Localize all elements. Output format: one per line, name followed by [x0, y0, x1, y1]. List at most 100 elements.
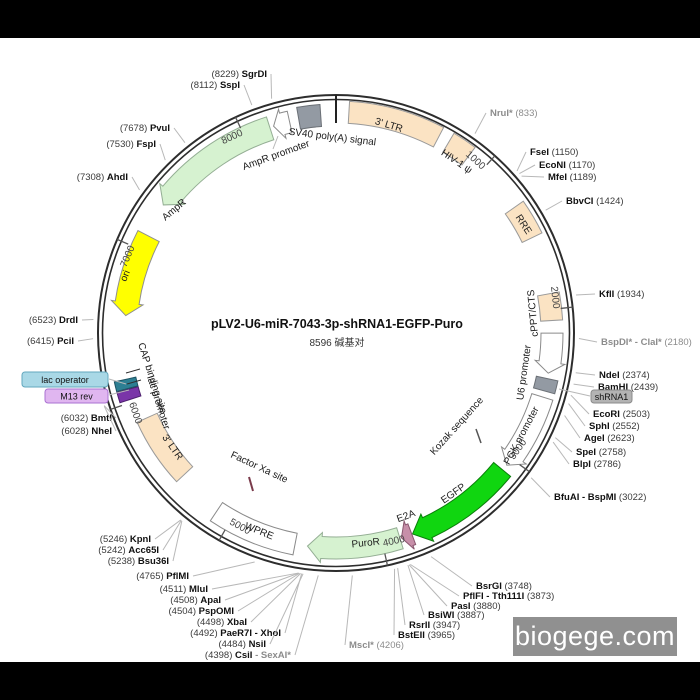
site-label-kpni: (5246) KpnI: [100, 534, 151, 545]
ampr-promoter-leader: [272, 135, 279, 150]
label-e2a: E2A: [395, 508, 417, 525]
site-label-bsteii: BstEII (3965): [398, 630, 455, 641]
tick-label-2000: 2000: [548, 286, 561, 310]
leader-bbvci: [545, 200, 563, 211]
label-cap-binding-site: CAP binding site: [135, 342, 168, 416]
kozak-tick: [475, 428, 482, 444]
leader-mfei: [521, 175, 545, 178]
feature-three-ltr-left: [136, 412, 194, 483]
feature-hiv1-psi: [442, 132, 476, 166]
site-label-pasi: PasI (3880): [451, 601, 501, 612]
label-u6-promoter: U6 promoter: [515, 344, 534, 401]
leader-sspi: [243, 84, 253, 106]
feature-e2a: [400, 519, 417, 550]
site-label-csii-sexai: (4398) CsiI - SexAI*: [205, 650, 291, 661]
site-label-sspi: (8112) SspI: [191, 80, 240, 91]
site-label-nrui: NruI* (833): [490, 108, 538, 119]
site-label-mlui: (4511) MluI: [160, 584, 208, 595]
site-label-bspdi-clai: BspDI* - ClaI* (2180): [601, 337, 692, 348]
leader-csii-sexai: [294, 575, 319, 656]
site-label-acc65i: (5242) Acc65I: [98, 545, 159, 556]
feature-wpre: [209, 501, 298, 556]
site-label-bamhi: BamHI (2439): [598, 382, 658, 393]
site-label-fsei: FseI (1150): [530, 147, 578, 158]
leader-pspomi: [237, 572, 300, 612]
site-label-pflfi-tth111i: PflFI - Tth111I (3873): [463, 591, 554, 602]
feature-sv40-polya: [296, 104, 323, 130]
plasmid-title: pLV2-U6-miR-7043-3p-shRNA1-EGFP-Puro: [211, 317, 463, 331]
feature-egfp: [411, 461, 512, 543]
leader-fsei: [516, 151, 527, 172]
site-label-ecori: EcoRI (2503): [593, 409, 650, 420]
site-label-xbai: (4498) XbaI: [197, 617, 247, 628]
leader-kpni: [154, 519, 182, 540]
site-label-pspomi: (4504) PspOMI: [169, 606, 234, 617]
site-label-ahdi: (7308) AhdI: [77, 172, 128, 183]
site-label-pflmi: (4765) PflMI: [136, 571, 189, 582]
leader-pflfi-tth111i: [410, 563, 460, 597]
site-label-rsrii: RsrII (3947): [409, 620, 460, 631]
site-label-bfuai-bspmi: BfuAI - BspMI (3022): [554, 492, 646, 503]
site-label-apai: (4508) ApaI: [170, 595, 221, 606]
site-label-blpi: BlpI (2786): [573, 459, 621, 470]
leader-xbai: [250, 573, 301, 623]
leader-pasi: [408, 564, 448, 607]
site-label-nhei: (6028) NheI: [61, 426, 112, 437]
feature-cap-binding-site: [113, 376, 139, 393]
leader-nrui: [474, 112, 487, 134]
leader-lac-operator-badge: [108, 378, 127, 385]
backbone-inner-circle: [101, 98, 571, 568]
leader-sphi: [568, 403, 586, 427]
site-label-bsrgi: BsrGI (3748): [476, 581, 532, 592]
site-label-pvui: (7678) PvuI: [120, 123, 170, 134]
feature-ori: [110, 229, 160, 317]
watermark: biogege.com: [513, 617, 677, 656]
leader-pflmi: [192, 561, 255, 577]
leader-econi: [519, 164, 536, 175]
site-label-paer7i-xhoi: (4492) PaeR7I - XhoI: [190, 628, 281, 639]
leader-nsii: [269, 573, 304, 645]
leader-ndei: [575, 372, 596, 376]
m13-rev-badge-text: M13 rev: [60, 392, 93, 402]
label-cppt-cts: cPPT/CTS: [526, 289, 541, 337]
leader-bmti: [103, 405, 117, 419]
leader-ecori: [570, 394, 590, 415]
feature-lac-promoter: [116, 385, 142, 404]
leader-acc65i: [162, 520, 182, 551]
label-ori: ori: [118, 269, 132, 283]
feature-three-ltr-top: [347, 100, 445, 148]
leader-msci: [344, 575, 353, 646]
leader-pvui: [173, 127, 186, 143]
feature-shrna1-feature: [532, 375, 559, 395]
tick-6000: [110, 404, 123, 411]
site-label-agei: AgeI (2623): [584, 433, 635, 444]
site-label-ndei: NdeI (2374): [599, 370, 650, 381]
letterbox-top: [0, 0, 700, 38]
site-label-econi: EcoNI (1170): [539, 160, 595, 171]
leader-bsteii: [393, 568, 396, 636]
site-label-sgrdi: (8229) SgrDI: [212, 69, 267, 80]
leader-shrna1-badge: [558, 388, 591, 397]
tick-1000: [486, 155, 496, 166]
site-label-drdi: (6523) DrdI: [29, 315, 78, 326]
feature-rre: [504, 200, 543, 244]
leader-mlui: [211, 572, 299, 590]
leader-agei: [564, 415, 581, 439]
site-label-sphi: SphI (2552): [589, 421, 640, 432]
leader-fspi: [159, 143, 166, 161]
tick-8000: [234, 116, 242, 129]
leader-spei: [554, 437, 573, 453]
site-label-msci: MscI* (4206): [349, 640, 404, 651]
leader-bsrgi: [430, 556, 473, 587]
leader-kfli: [575, 293, 596, 296]
shrna1-badge: [590, 389, 633, 404]
tick-5000: [218, 529, 226, 541]
lac-hash-1: [125, 368, 141, 374]
site-label-fspi: (7530) FspI: [106, 139, 156, 150]
tick-3000: [519, 464, 530, 473]
feature-cppt-cts: [537, 291, 564, 322]
leader-nhei: [103, 406, 117, 432]
leader-m13-rev-badge: [108, 389, 130, 396]
